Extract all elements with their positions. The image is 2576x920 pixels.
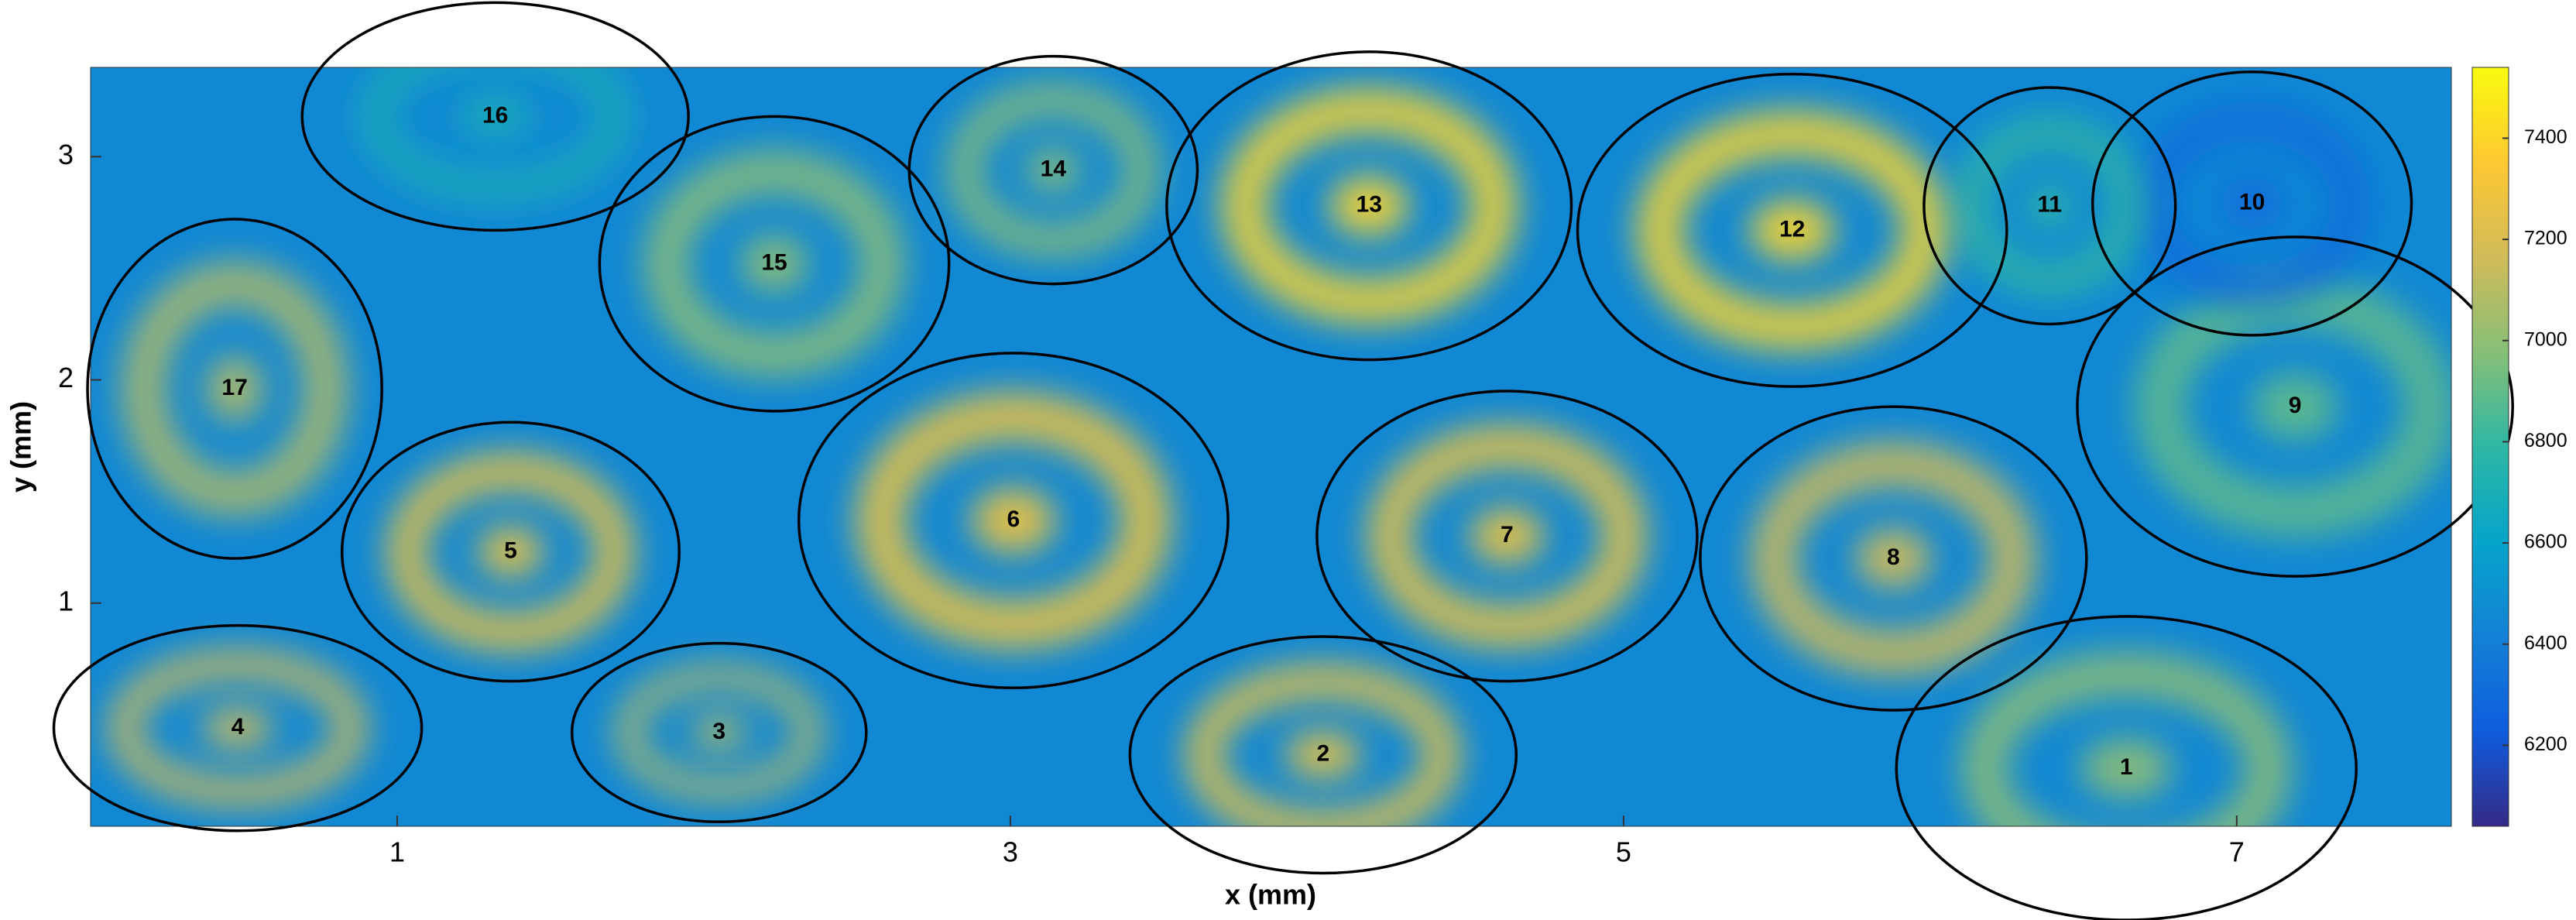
region-label: 8 <box>1887 544 1900 570</box>
region-label: 11 <box>2037 192 2062 218</box>
y-tick-label: 3 <box>58 139 74 170</box>
heat-ring <box>1367 424 1647 648</box>
region-label: 4 <box>232 714 245 740</box>
region-outline <box>52 623 424 832</box>
region-label: 7 <box>1501 522 1514 548</box>
heat-ring <box>643 150 905 378</box>
heat-ring <box>2134 276 2451 537</box>
colorbar-tick-label: 6400 <box>2524 632 2567 654</box>
x-tick-label: 3 <box>1003 836 1018 868</box>
colorbar-tick-label: 6200 <box>2524 733 2567 755</box>
x-tick-label: 5 <box>1616 836 1631 868</box>
heat-core <box>2251 372 2339 441</box>
region-outline <box>570 641 868 823</box>
heat-ring <box>1635 110 1949 351</box>
heat-ring <box>946 82 1160 258</box>
region-outline <box>1165 50 1573 362</box>
heatmap <box>91 67 2451 826</box>
heat-ring <box>358 67 633 204</box>
region-outline <box>1128 635 1518 875</box>
heat-ring <box>121 261 348 517</box>
colorbar-tick-label: 6800 <box>2524 430 2567 451</box>
heat-ring <box>1960 651 2292 826</box>
heat-core <box>1469 506 1545 565</box>
y-tick-label: 2 <box>58 362 74 393</box>
heat-ring <box>108 649 368 808</box>
region-label: 13 <box>1357 192 1382 218</box>
region-label: 14 <box>1041 156 1067 182</box>
y-tick-label: 1 <box>58 585 74 616</box>
colorbar-tick-label: 7200 <box>2524 228 2567 249</box>
heat-core <box>2080 737 2173 799</box>
region-label: 17 <box>221 375 247 400</box>
heat-ring <box>614 664 824 802</box>
heat-core <box>1749 199 1836 262</box>
heat-ring <box>2133 101 2371 305</box>
heat-core <box>739 234 810 294</box>
heat-core <box>1024 147 1082 193</box>
region-outline <box>86 218 383 560</box>
region-outline <box>340 421 681 683</box>
region-label: 9 <box>2289 393 2302 418</box>
heat-ring <box>1185 664 1461 826</box>
region-outline <box>1315 390 1699 683</box>
region-outline <box>2091 70 2413 337</box>
x-axis-label: x (mm) <box>1225 879 1316 911</box>
heat-ring <box>386 451 635 652</box>
heat-core <box>2220 177 2284 230</box>
x-tick-label: 7 <box>2229 836 2245 868</box>
region-label: 2 <box>1316 741 1329 767</box>
heat-core <box>476 526 545 578</box>
heat-core <box>201 707 275 749</box>
heat-ring <box>1751 441 2036 676</box>
heat-core <box>456 94 534 139</box>
heat-core <box>205 355 265 423</box>
region-outline <box>1923 86 2177 326</box>
region-label: 3 <box>712 719 725 744</box>
heat-core <box>970 486 1057 554</box>
heat-ring <box>855 391 1172 650</box>
heat-ring <box>1953 115 2146 297</box>
colorbar-tick-label: 7000 <box>2524 328 2567 350</box>
region-outline <box>1699 405 2088 712</box>
heat-core <box>1854 527 1933 589</box>
heat-ring <box>1220 87 1518 324</box>
region-outline <box>300 1 690 232</box>
region-outline <box>2076 235 2514 578</box>
heat-core <box>689 714 749 750</box>
region-outline <box>598 115 951 413</box>
heat-core <box>2024 182 2075 230</box>
region-outline <box>797 352 1230 690</box>
region-outline <box>1895 615 2358 920</box>
region-label: 6 <box>1007 506 1020 532</box>
heat-core <box>1328 174 1410 237</box>
colorbar-tick-label: 7400 <box>2524 126 2567 148</box>
y-axis-label: y (mm) <box>5 401 37 493</box>
region-outline <box>1576 72 2008 388</box>
colorbar-tick-label: 6600 <box>2524 531 2567 553</box>
region-label: 10 <box>2239 190 2265 215</box>
region-label: 15 <box>761 250 787 276</box>
colorbar <box>2471 67 2509 827</box>
heat-core <box>1284 731 1362 779</box>
region-label: 16 <box>482 102 508 128</box>
region-label: 5 <box>504 537 517 563</box>
region-label: 12 <box>1779 216 1805 242</box>
x-tick-label: 1 <box>389 836 405 868</box>
region-label: 1 <box>2120 754 2133 780</box>
plot-frame <box>90 67 2452 827</box>
